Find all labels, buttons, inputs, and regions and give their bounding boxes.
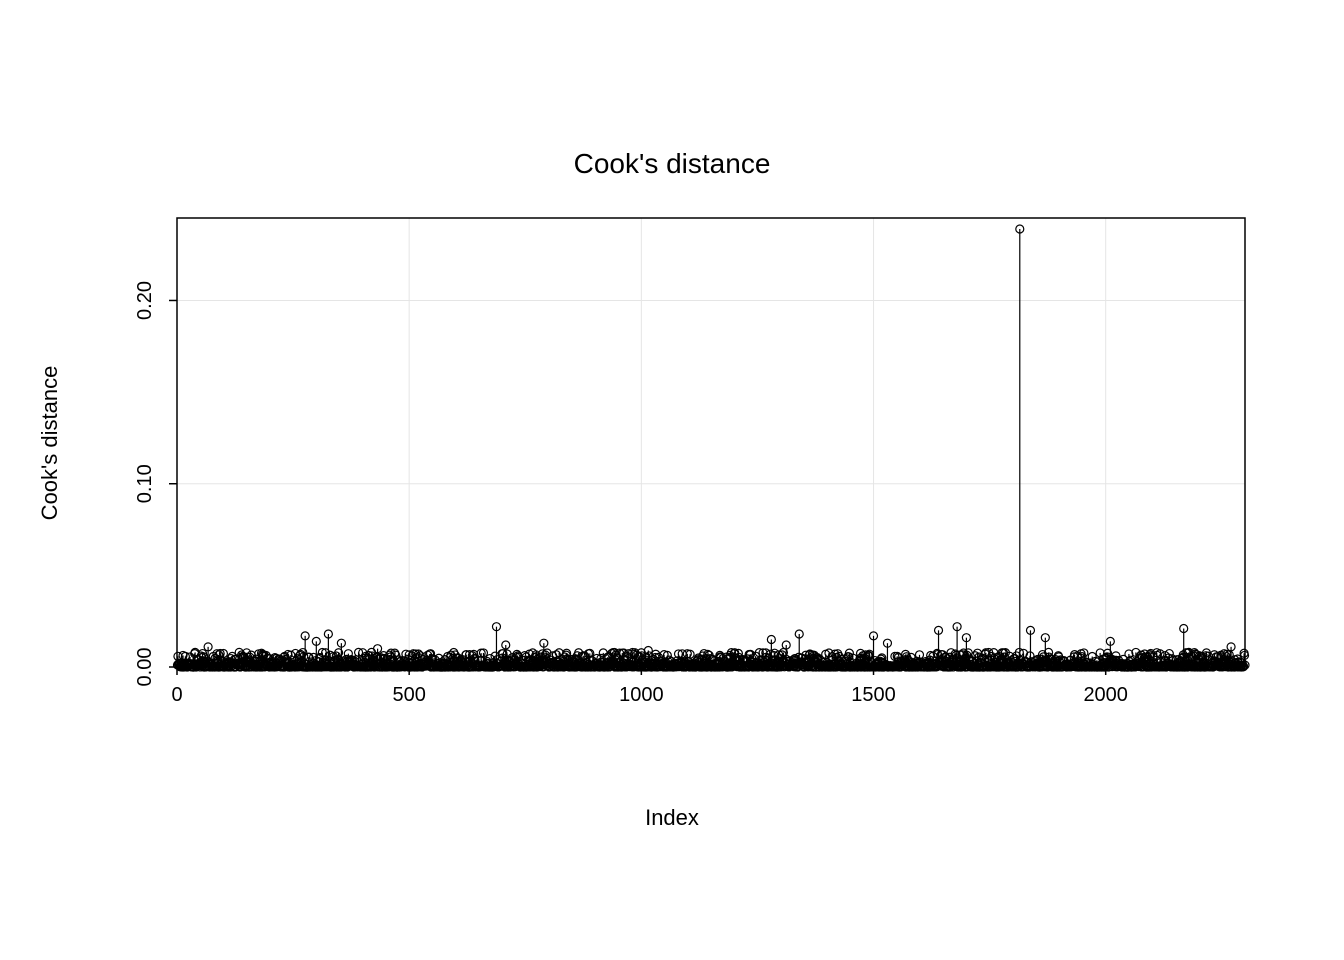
cooks-distance-figure: Cook's distance Cook's distance Index 0 5… <box>0 0 1344 960</box>
x-axis-label: Index <box>0 805 1344 831</box>
svg-text:0.10: 0.10 <box>134 464 156 503</box>
svg-text:1500: 1500 <box>851 684 896 706</box>
y-axis-label: Cook's distance <box>37 343 63 543</box>
svg-text:0.20: 0.20 <box>134 281 156 320</box>
svg-text:1000: 1000 <box>619 684 664 706</box>
svg-text:0.00: 0.00 <box>134 648 156 687</box>
svg-text:500: 500 <box>392 684 425 706</box>
svg-text:0: 0 <box>171 684 182 706</box>
chart-title: Cook's distance <box>0 148 1344 180</box>
svg-text:2000: 2000 <box>1083 684 1128 706</box>
